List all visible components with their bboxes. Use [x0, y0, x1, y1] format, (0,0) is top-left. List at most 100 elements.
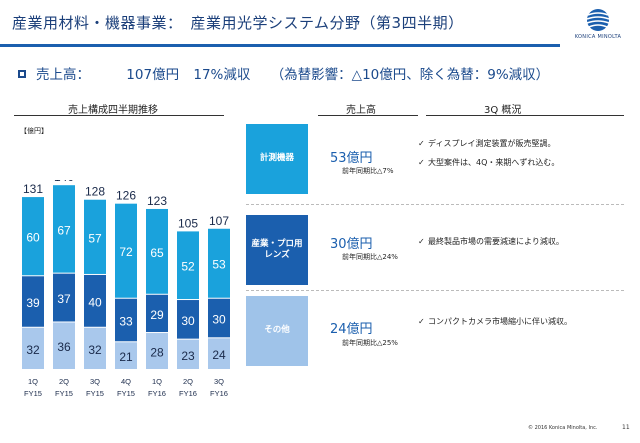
bar-segment [84, 199, 106, 274]
bar-value-label: 32 [88, 343, 102, 357]
category-lens-line2: レンズ [264, 250, 290, 260]
bar-value-label: 39 [26, 296, 40, 310]
bar-segment [208, 228, 230, 298]
slide-header: 産業用材料・機器事業： 産業用光学システム分野（第3四半期） KONICA MI… [0, 0, 640, 50]
sales-summary: 売上高： 107億円 17%減収 （為替影響：△10億円、除く為替：9%減収） [18, 63, 555, 83]
x-tick-label: FY16 [179, 389, 197, 398]
bar-segment [53, 273, 75, 322]
x-tick-label: FY15 [24, 389, 42, 398]
globe-logo-icon [586, 9, 610, 31]
bar-segment [208, 298, 230, 338]
bar-segment [115, 203, 137, 298]
sales-value-other: 24億円 [330, 322, 373, 337]
overview-header: 3Q 概況 [484, 105, 522, 116]
bullet-square-icon [18, 70, 26, 78]
bar-total-label: 107 [209, 214, 229, 228]
bar-segment [177, 339, 199, 369]
summary-label: 売上高： [36, 67, 90, 83]
note-lens-1: ✓ 最終製品市場の需要減速により減収。 [418, 236, 618, 248]
note-measuring-2: ✓ 大型案件は、4Q・来期へずれ込む。 [418, 157, 618, 169]
bar-value-label: 28 [150, 346, 164, 360]
summary-value: 107億円 [126, 67, 180, 83]
page-number: 11 [622, 424, 630, 431]
bar-value-label: 57 [88, 231, 102, 245]
bar-value-label: 30 [181, 314, 195, 328]
slide-title: 産業用材料・機器事業： 産業用光学システム分野（第3四半期） [12, 14, 464, 32]
bar-value-label: 60 [26, 231, 40, 245]
bar-value-label: 21 [119, 350, 133, 364]
bar-segment [115, 342, 137, 369]
category-box-other: その他 [246, 296, 308, 366]
yoy-lens: 前年同期比△24% [342, 253, 398, 261]
yoy-other: 前年同期比△25% [342, 339, 398, 347]
yoy-measuring: 前年同期比△7% [342, 167, 394, 175]
summary-fx-note: （為替影響：△10億円、除く為替：9%減収） [270, 67, 550, 83]
bar-value-label: 40 [88, 295, 102, 309]
bar-segment [177, 300, 199, 339]
x-tick-label: FY15 [117, 389, 135, 398]
company-logo: KONICA MINOLTA [566, 6, 630, 46]
bar-total-label: 140 [54, 180, 74, 184]
bar-value-label: 36 [57, 340, 71, 354]
bar-segment [53, 322, 75, 369]
bar-total-label: 105 [178, 216, 198, 230]
check-icon: ✓ [418, 158, 425, 167]
check-icon: ✓ [418, 317, 425, 326]
overview-header-underline [426, 115, 624, 116]
sales-value-lens: 30億円 [330, 237, 373, 252]
bar-total-label: 131 [23, 182, 43, 196]
note-measuring-1: ✓ ディスプレイ測定装置が販売堅調。 [418, 138, 618, 150]
sales-value-measuring: 53億円 [330, 151, 373, 166]
logo-text: KONICA MINOLTA [574, 34, 622, 40]
bar-segment [84, 327, 106, 369]
stacked-bar-chart: 32 39 60 131 1Q FY15 36 37 67 140 2Q FY15 32 40 57 128 3… [22, 180, 230, 398]
summary-change: 17%減収 [193, 67, 251, 83]
bar-total-label: 126 [116, 189, 136, 203]
x-tick-label: FY16 [148, 389, 166, 398]
bar-value-label: 37 [57, 292, 71, 306]
row-divider [246, 204, 624, 205]
bar-segment [22, 327, 44, 369]
bar-value-label: 23 [181, 349, 195, 363]
note-text: 最終製品市場の需要減速により減収。 [428, 237, 564, 246]
bar-value-label: 65 [150, 246, 164, 260]
bar-total-label: 128 [85, 185, 105, 199]
category-box-lens: 産業・プロ用 レンズ [246, 215, 308, 285]
bar-value-label: 33 [119, 315, 133, 329]
bar-segment [53, 185, 75, 273]
sales-header-underline [318, 115, 418, 116]
chart-unit-label: 【億円】 [20, 127, 48, 135]
sales-header: 売上高 [346, 105, 376, 116]
x-tick-label: 1Q [152, 377, 162, 386]
x-tick-label: 2Q [59, 377, 69, 386]
category-box-measuring: 計測機器 [246, 124, 308, 194]
bar-segment [177, 231, 199, 300]
bar-value-label: 72 [119, 245, 133, 259]
x-tick-label: 1Q [28, 377, 38, 386]
x-tick-label: 4Q [121, 377, 131, 386]
x-tick-label: 2Q [183, 377, 193, 386]
copyright: © 2016 Konica Minolta, Inc. [528, 425, 598, 431]
check-icon: ✓ [418, 237, 425, 246]
bar-segment [22, 276, 44, 327]
bar-total-label: 123 [147, 194, 167, 208]
x-tick-label: FY16 [210, 389, 228, 398]
bar-value-label: 52 [181, 260, 195, 274]
bar-segment [146, 208, 168, 294]
chart-title-underline [14, 115, 224, 116]
x-tick-label: FY15 [86, 389, 104, 398]
chart-section-title: 売上構成四半期推移 [68, 105, 158, 116]
bar-segment [84, 274, 106, 327]
bar-segment [208, 338, 230, 369]
header-divider [0, 44, 560, 47]
check-icon: ✓ [418, 139, 425, 148]
category-lens-line1: 産業・プロ用 [251, 238, 303, 249]
bar-value-label: 29 [150, 308, 164, 322]
row-divider [246, 290, 624, 291]
bar-value-label: 67 [57, 223, 71, 237]
bar-segment [146, 333, 168, 369]
bar-segment [22, 197, 44, 276]
bar-segment [146, 294, 168, 333]
bar-value-label: 24 [212, 348, 226, 362]
x-tick-label: 3Q [90, 377, 100, 386]
